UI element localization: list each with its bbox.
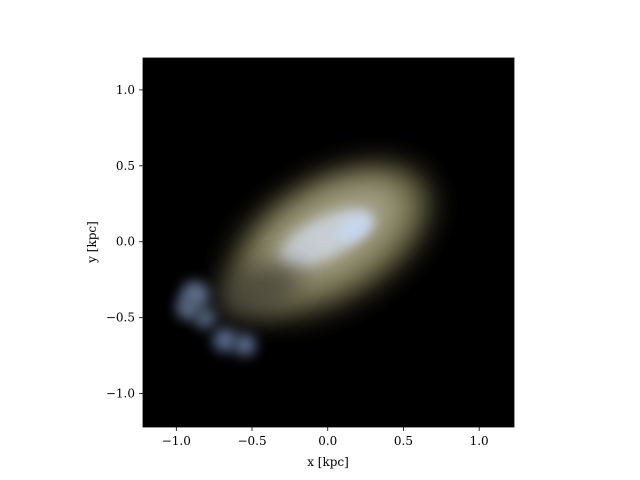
x-tick-label: 0.0 — [318, 434, 337, 448]
x-tick-label: −1.0 — [162, 434, 191, 448]
y-tick-label: 0.0 — [116, 235, 135, 249]
x-tick-label: −0.5 — [237, 434, 266, 448]
y-tick-label: −0.5 — [106, 311, 135, 325]
y-tick-label: −1.0 — [106, 387, 135, 401]
x-axis-label: x [kpc] — [307, 455, 349, 469]
x-tick-label: 1.0 — [470, 434, 489, 448]
y-axis-label: y [kpc] — [85, 221, 99, 264]
y-tick-label: 1.0 — [116, 83, 135, 97]
y-tick-label: 0.5 — [116, 159, 135, 173]
axes-frame — [142, 57, 515, 428]
x-tick-label: 0.5 — [394, 434, 413, 448]
galaxy — [176, 164, 430, 356]
